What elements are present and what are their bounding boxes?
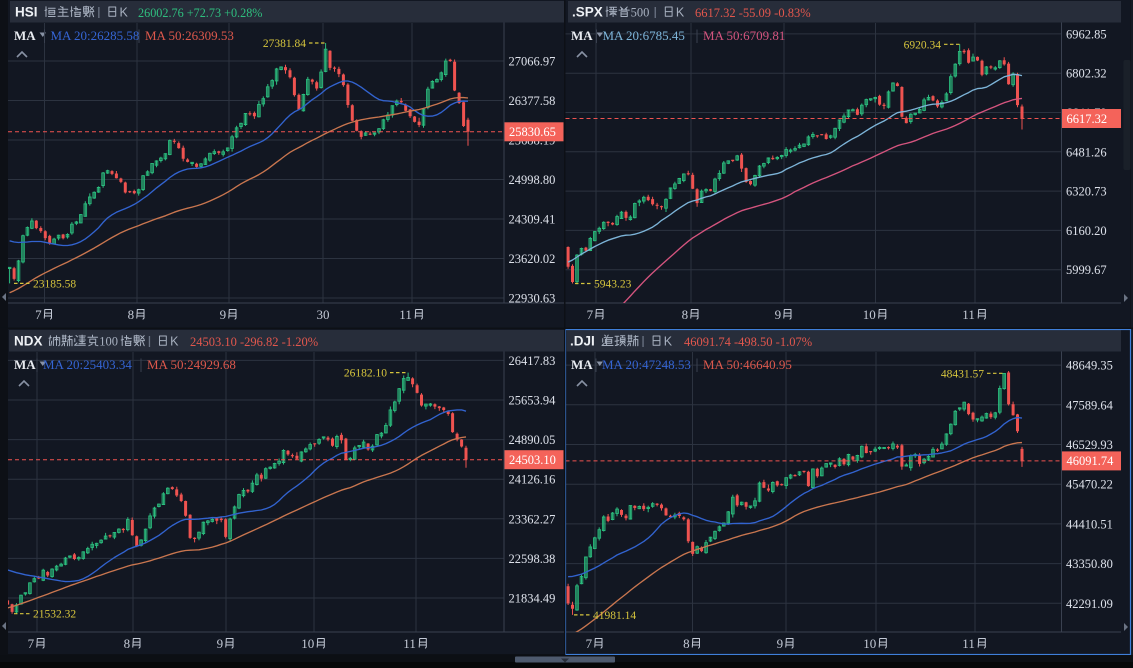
- svg-text:24126.16: 24126.16: [509, 473, 556, 487]
- svg-text:24309.41: 24309.41: [509, 213, 556, 227]
- svg-text:7: 7: [28, 636, 35, 651]
- svg-text:25830.65: 25830.65: [509, 125, 556, 139]
- svg-text:MA: MA: [571, 28, 593, 43]
- svg-text:500: 500: [631, 6, 650, 20]
- svg-text:K: K: [170, 335, 179, 349]
- svg-text:9: 9: [220, 307, 227, 322]
- svg-text:46091.74: 46091.74: [1067, 454, 1115, 468]
- svg-text:24503.10 -296.82 -1.20%: 24503.10 -296.82 -1.20%: [190, 335, 318, 349]
- svg-text:25653.94: 25653.94: [509, 394, 557, 408]
- svg-text:MA 50:26309.53: MA 50:26309.53: [145, 28, 234, 43]
- svg-text:.DJI: .DJI: [570, 334, 595, 349]
- svg-text:MA: MA: [14, 357, 36, 372]
- svg-text:23620.02: 23620.02: [509, 252, 556, 266]
- svg-text:6617.32: 6617.32: [1067, 112, 1108, 126]
- svg-text:MA 50:24929.68: MA 50:24929.68: [147, 357, 236, 372]
- svg-text:9: 9: [217, 636, 224, 651]
- svg-text:8: 8: [128, 307, 135, 322]
- svg-text:11: 11: [403, 636, 416, 651]
- svg-text:K: K: [120, 6, 129, 20]
- svg-text:24998.80: 24998.80: [509, 173, 556, 187]
- svg-text:41981.14: 41981.14: [593, 610, 636, 622]
- svg-text:K: K: [676, 6, 685, 20]
- svg-text:21834.49: 21834.49: [509, 592, 556, 606]
- svg-text:5943.23: 5943.23: [594, 279, 632, 291]
- svg-text:45470.22: 45470.22: [1066, 478, 1113, 492]
- svg-text:43350.80: 43350.80: [1066, 557, 1113, 571]
- svg-text:10: 10: [863, 636, 876, 651]
- svg-text:11: 11: [962, 307, 975, 322]
- svg-text:MA 20:47248.53: MA 20:47248.53: [602, 357, 691, 372]
- svg-text:6617.32 -55.09 -0.83%: 6617.32 -55.09 -0.83%: [695, 6, 811, 20]
- svg-text:8: 8: [124, 636, 131, 651]
- svg-text:26182.10: 26182.10: [344, 368, 387, 380]
- svg-text:7: 7: [586, 636, 593, 651]
- svg-text:6802.32: 6802.32: [1066, 67, 1107, 81]
- svg-text:47589.64: 47589.64: [1066, 398, 1114, 412]
- svg-text:42291.09: 42291.09: [1066, 597, 1113, 611]
- svg-text:23362.27: 23362.27: [509, 512, 556, 526]
- svg-text:.SPX: .SPX: [572, 5, 603, 20]
- svg-text:6962.85: 6962.85: [1066, 27, 1107, 41]
- svg-text:7: 7: [587, 307, 594, 322]
- svg-text:24890.05: 24890.05: [509, 433, 556, 447]
- svg-text:8: 8: [682, 307, 689, 322]
- svg-text:6160.20: 6160.20: [1066, 224, 1107, 238]
- svg-text:6920.34: 6920.34: [904, 39, 942, 51]
- svg-text:26417.83: 26417.83: [509, 354, 556, 368]
- svg-text:5999.67: 5999.67: [1066, 263, 1107, 277]
- svg-text:27066.97: 27066.97: [509, 55, 556, 69]
- svg-text:9: 9: [775, 307, 782, 322]
- svg-text:26377.58: 26377.58: [509, 94, 556, 108]
- svg-text:48431.57: 48431.57: [941, 368, 984, 380]
- svg-text:22930.63: 22930.63: [509, 292, 556, 306]
- svg-text:8: 8: [683, 636, 690, 651]
- svg-text:NDX: NDX: [14, 334, 43, 349]
- svg-text:46529.93: 46529.93: [1066, 438, 1113, 452]
- svg-text:21532.32: 21532.32: [33, 609, 76, 621]
- svg-text:100: 100: [99, 335, 118, 349]
- svg-text:MA 50:6709.81: MA 50:6709.81: [703, 28, 785, 43]
- svg-text:10: 10: [301, 636, 314, 651]
- svg-text:7: 7: [35, 307, 42, 322]
- svg-text:30: 30: [317, 307, 330, 322]
- svg-text:46091.74 -498.50 -1.07%: 46091.74 -498.50 -1.07%: [684, 335, 812, 349]
- svg-text:48649.35: 48649.35: [1066, 359, 1113, 373]
- svg-text:K: K: [664, 335, 673, 349]
- svg-text:11: 11: [962, 636, 975, 651]
- svg-text:6320.73: 6320.73: [1066, 185, 1107, 199]
- svg-text:MA: MA: [571, 357, 593, 372]
- svg-text:HSI: HSI: [15, 5, 38, 20]
- svg-text:11: 11: [399, 307, 412, 322]
- svg-text:MA 20:26285.58: MA 20:26285.58: [51, 28, 140, 43]
- svg-text:6481.26: 6481.26: [1066, 145, 1107, 159]
- svg-text:9: 9: [777, 636, 784, 651]
- svg-text:22598.38: 22598.38: [509, 552, 556, 566]
- svg-text:MA 50:46640.95: MA 50:46640.95: [703, 357, 792, 372]
- svg-text:MA 20:6785.45: MA 20:6785.45: [603, 28, 685, 43]
- svg-text:27381.84: 27381.84: [263, 38, 306, 50]
- svg-text:24503.10: 24503.10: [509, 453, 556, 467]
- svg-text:MA: MA: [14, 28, 36, 43]
- svg-text:MA 20:25403.34: MA 20:25403.34: [43, 357, 132, 372]
- svg-text:23185.58: 23185.58: [33, 278, 76, 290]
- svg-text:26002.76 +72.73 +0.28%: 26002.76 +72.73 +0.28%: [138, 6, 262, 20]
- svg-text:44410.51: 44410.51: [1066, 517, 1113, 531]
- svg-text:10: 10: [863, 307, 876, 322]
